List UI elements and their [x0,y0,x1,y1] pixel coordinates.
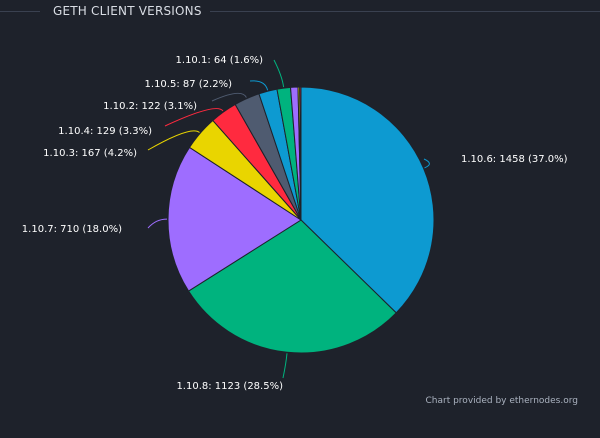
chart-credit: Chart provided by ethernodes.org [425,396,579,406]
leader-lines [147,59,430,379]
slice-label: 1.10.7: 710 (18.0%) [22,224,122,235]
slice-label: 1.10.8: 1123 (28.5%) [176,381,283,392]
pie-slice-1-10-8[interactable] [187,219,397,354]
leader-line [423,158,430,169]
pie-slice-other-10[interactable] [299,86,302,221]
pie-slice-1-10-6[interactable] [300,86,435,314]
leader-line [211,92,247,102]
slice-labels: 1.10.6: 1458 (37.0%) 1.10.8: 1123 (28.5%)… [22,55,568,392]
slice-label: 1.10.3: 167 (4.2%) [43,148,137,159]
pie-slice-1-10-7[interactable] [167,146,302,292]
slice-label: 1.10.4: 129 (3.3%) [58,126,152,137]
leader-line [147,130,200,151]
slice-label: 1.10.5: 87 (2.2%) [145,79,233,90]
leader-line [249,80,269,91]
slice-label: 1.10.2: 122 (3.1%) [103,101,197,112]
leader-line [282,353,288,379]
header-rule-left [0,11,40,12]
pie-slices [167,86,435,354]
leader-line [273,59,285,88]
leader-line [164,108,224,127]
chart-title: GETH CLIENT VERSIONS [53,4,202,18]
slice-label: 1.10.6: 1458 (37.0%) [461,154,568,165]
slice-label: 1.10.1: 64 (1.6%) [176,55,264,66]
header-rule-right [210,11,600,12]
leader-line [147,218,168,229]
